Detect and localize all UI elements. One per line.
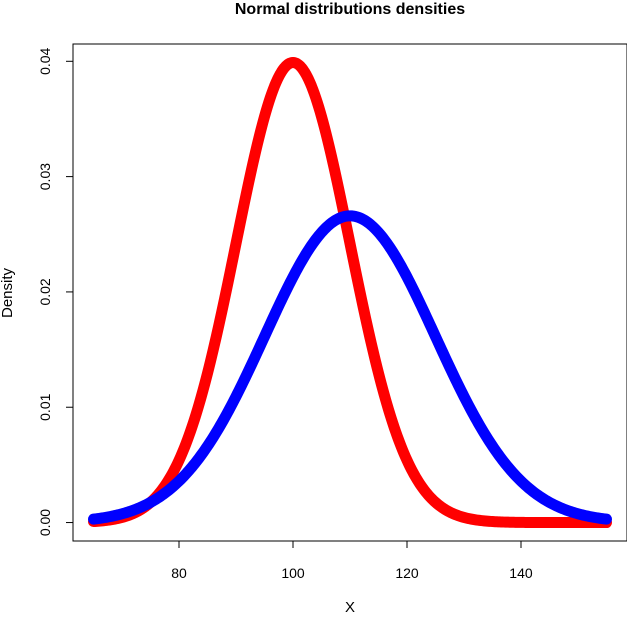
series-line-0 [88,57,612,529]
y-axis-label: Density [0,267,16,318]
plot-lines [88,57,612,529]
y-tick-label: 0.04 [37,47,53,74]
x-tick-label: 100 [281,565,305,581]
y-tick-label: 0.03 [37,163,53,190]
x-axis: 80 100 120 140 [171,540,533,581]
x-axis-label: X [345,599,355,614]
y-axis: 0.00 0.01 0.02 0.03 0.04 [37,47,74,536]
series-line-1 [88,210,612,525]
plot-frame [72,43,627,542]
x-tick-label: 120 [395,565,419,581]
x-tick-label: 80 [171,565,187,581]
chart-title: Normal distributions densities [235,1,465,18]
y-tick-label: 0.01 [37,393,53,420]
y-tick-label: 0.00 [37,509,53,536]
y-tick-label: 0.02 [37,278,53,305]
x-tick-label: 140 [509,565,533,581]
